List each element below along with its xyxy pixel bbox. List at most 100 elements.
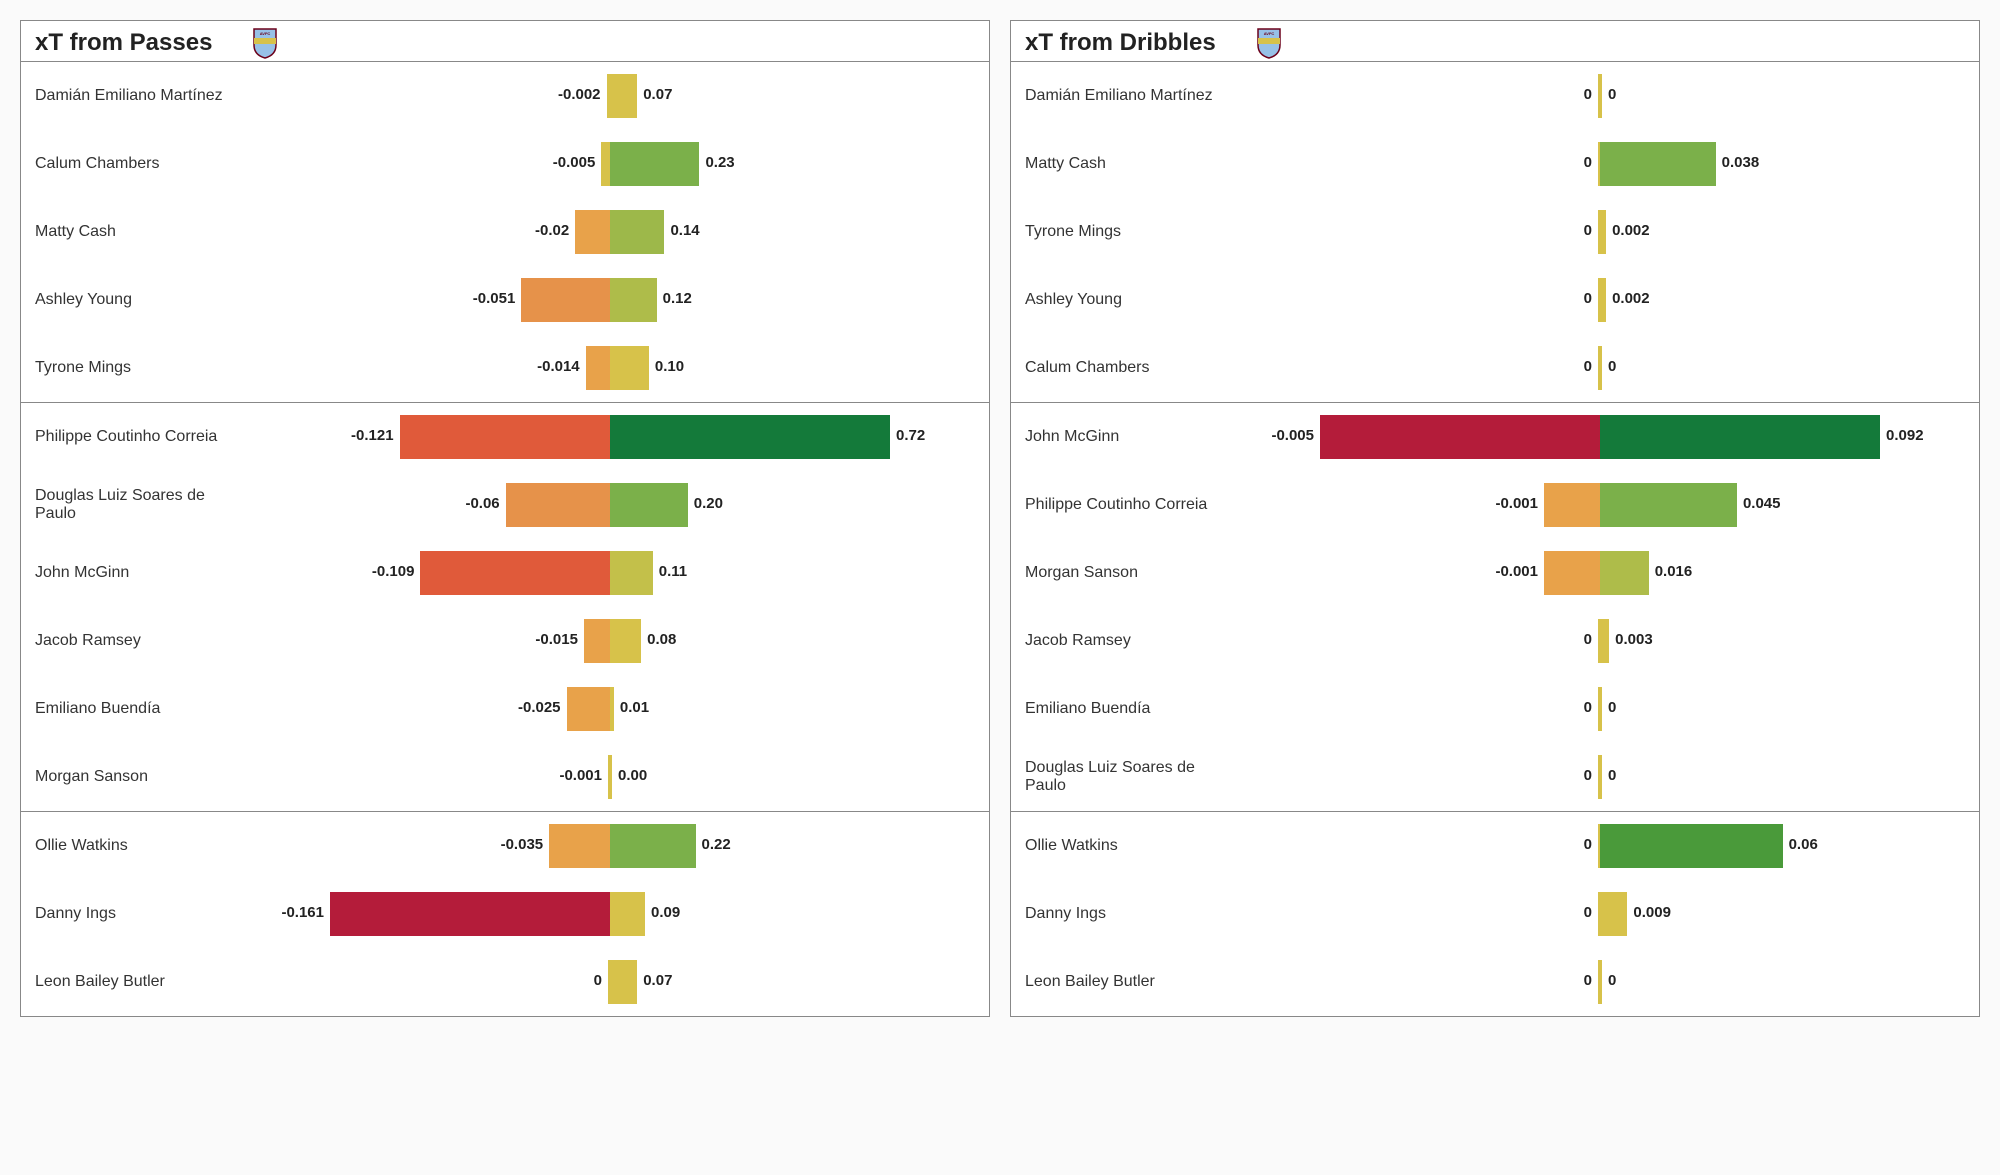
- player-row: Philippe Coutinho Correia-0.0010.045: [1011, 471, 1979, 539]
- positive-value-label: 0.07: [643, 86, 672, 103]
- bar-cell: 0 0.038: [1221, 130, 1979, 198]
- negative-bar: [601, 142, 610, 186]
- positive-value-label: 0.23: [705, 154, 734, 171]
- negative-value-label: -0.001: [1495, 563, 1538, 580]
- player-group: Ollie Watkins00.06Danny Ings00.009Leon B…: [1011, 811, 1979, 1016]
- positive-bar: [1600, 415, 1880, 459]
- player-name: Matty Cash: [1011, 155, 1221, 173]
- player-group: Damián Emiliano Martínez-0.0020.07Calum …: [21, 61, 989, 402]
- player-row: Morgan Sanson -0.001 0.016: [1011, 539, 1979, 607]
- player-name: Leon Bailey Butler: [1011, 973, 1221, 991]
- player-row: Jacob Ramsey00.003: [1011, 607, 1979, 675]
- team-logo: AVFC: [252, 27, 278, 59]
- bar-cell: -0.001 0.00: [231, 743, 989, 811]
- player-name: Morgan Sanson: [21, 768, 231, 786]
- positive-bar: [610, 74, 637, 118]
- negative-value-label: -0.109: [372, 563, 415, 580]
- negative-value-label: 0: [1584, 222, 1592, 239]
- positive-value-label: 0.10: [655, 358, 684, 375]
- positive-bar: [610, 619, 641, 663]
- positive-value-label: 0.038: [1722, 154, 1760, 171]
- player-name: Emiliano Buendía: [1011, 700, 1221, 718]
- negative-value-label: -0.051: [473, 290, 516, 307]
- positive-bar: [610, 824, 696, 868]
- negative-bar: [330, 892, 610, 936]
- player-row: Matty Cash-0.020.14: [21, 198, 989, 266]
- bar-cell: -0.0510.12: [231, 266, 989, 334]
- player-name: John McGinn: [1011, 428, 1221, 446]
- negative-bar: [567, 687, 610, 731]
- negative-value-label: 0: [1584, 86, 1592, 103]
- player-row: Ollie Watkins00.06: [1011, 812, 1979, 880]
- positive-value-label: 0.016: [1655, 563, 1693, 580]
- positive-value-label: 0.07: [643, 972, 672, 989]
- player-row: Damián Emiliano Martínez00: [1011, 62, 1979, 130]
- player-row: Emiliano Buendía00: [1011, 675, 1979, 743]
- player-row: Danny Ings-0.1610.09: [21, 880, 989, 948]
- negative-bar: [1320, 415, 1600, 459]
- panel-title: xT from Dribbles: [1025, 29, 1216, 57]
- player-row: Calum Chambers00: [1011, 334, 1979, 402]
- player-row: Tyrone Mings 0 0.002: [1011, 198, 1979, 266]
- negative-value-label: 0: [1584, 154, 1592, 171]
- negative-value-label: 0: [1584, 836, 1592, 853]
- bar-cell: -0.0150.08: [231, 607, 989, 675]
- negative-value-label: 0: [1584, 767, 1592, 784]
- positive-bar: [1600, 346, 1602, 390]
- aston-villa-crest-icon: AVFC: [252, 27, 278, 59]
- player-name: Ashley Young: [1011, 291, 1221, 309]
- player-row: Douglas Luiz Soares de Paulo00: [1011, 743, 1979, 811]
- svg-text:AVFC: AVFC: [260, 31, 271, 36]
- player-name: Ollie Watkins: [1011, 837, 1221, 855]
- positive-value-label: 0: [1608, 699, 1616, 716]
- bar-cell: 00: [1221, 334, 1979, 402]
- negative-value-label: -0.001: [559, 767, 602, 784]
- player-name: Tyrone Mings: [21, 359, 231, 377]
- bar-cell: 00: [1221, 62, 1979, 130]
- player-row: Ashley Young-0.0510.12: [21, 266, 989, 334]
- positive-bar: [610, 142, 699, 186]
- positive-bar: [1600, 755, 1602, 799]
- positive-bar: [610, 210, 664, 254]
- player-row: Leon Bailey Butler00: [1011, 948, 1979, 1016]
- bar-cell: -0.0350.22: [231, 812, 989, 880]
- bar-cell: -0.1090.11: [231, 539, 989, 607]
- positive-bar: [610, 892, 645, 936]
- negative-bar: [1544, 483, 1600, 527]
- negative-value-label: 0: [1584, 631, 1592, 648]
- positive-value-label: 0.72: [896, 427, 925, 444]
- positive-bar: [1600, 142, 1716, 186]
- bar-cell: 00.06: [1221, 812, 1979, 880]
- negative-value-label: -0.035: [501, 836, 544, 853]
- bar-cell: -0.060.20: [231, 471, 989, 539]
- negative-value-label: 0: [1584, 358, 1592, 375]
- positive-bar: [610, 755, 612, 799]
- player-name: Jacob Ramsey: [21, 632, 231, 650]
- player-name: Ollie Watkins: [21, 837, 231, 855]
- negative-value-label: -0.005: [1271, 427, 1314, 444]
- bar-cell: 00.002: [1221, 266, 1979, 334]
- player-group: Ollie Watkins-0.0350.22Danny Ings-0.1610…: [21, 811, 989, 1016]
- bar-cell: -0.0020.07: [231, 62, 989, 130]
- player-name: Morgan Sanson: [1011, 564, 1221, 582]
- negative-value-label: -0.02: [535, 222, 569, 239]
- positive-bar: [1600, 824, 1783, 868]
- player-name: Douglas Luiz Soares de Paulo: [1011, 759, 1221, 796]
- positive-value-label: 0.14: [670, 222, 699, 239]
- negative-bar: [586, 346, 610, 390]
- player-name: John McGinn: [21, 564, 231, 582]
- negative-value-label: 0: [1584, 972, 1592, 989]
- player-row: Calum Chambers -0.005 0.23: [21, 130, 989, 198]
- player-name: Tyrone Mings: [1011, 223, 1221, 241]
- player-name: Calum Chambers: [1011, 359, 1221, 377]
- bar-cell: -0.0010.045: [1221, 471, 1979, 539]
- negative-value-label: -0.005: [553, 154, 596, 171]
- bar-cell: 00.009: [1221, 880, 1979, 948]
- bar-cell: 0 0.002: [1221, 198, 1979, 266]
- positive-value-label: 0.002: [1612, 222, 1650, 239]
- positive-value-label: 0: [1608, 86, 1616, 103]
- player-name: Douglas Luiz Soares de Paulo: [21, 487, 231, 524]
- player-name: Calum Chambers: [21, 155, 231, 173]
- positive-value-label: 0.00: [618, 767, 647, 784]
- positive-bar: [610, 483, 688, 527]
